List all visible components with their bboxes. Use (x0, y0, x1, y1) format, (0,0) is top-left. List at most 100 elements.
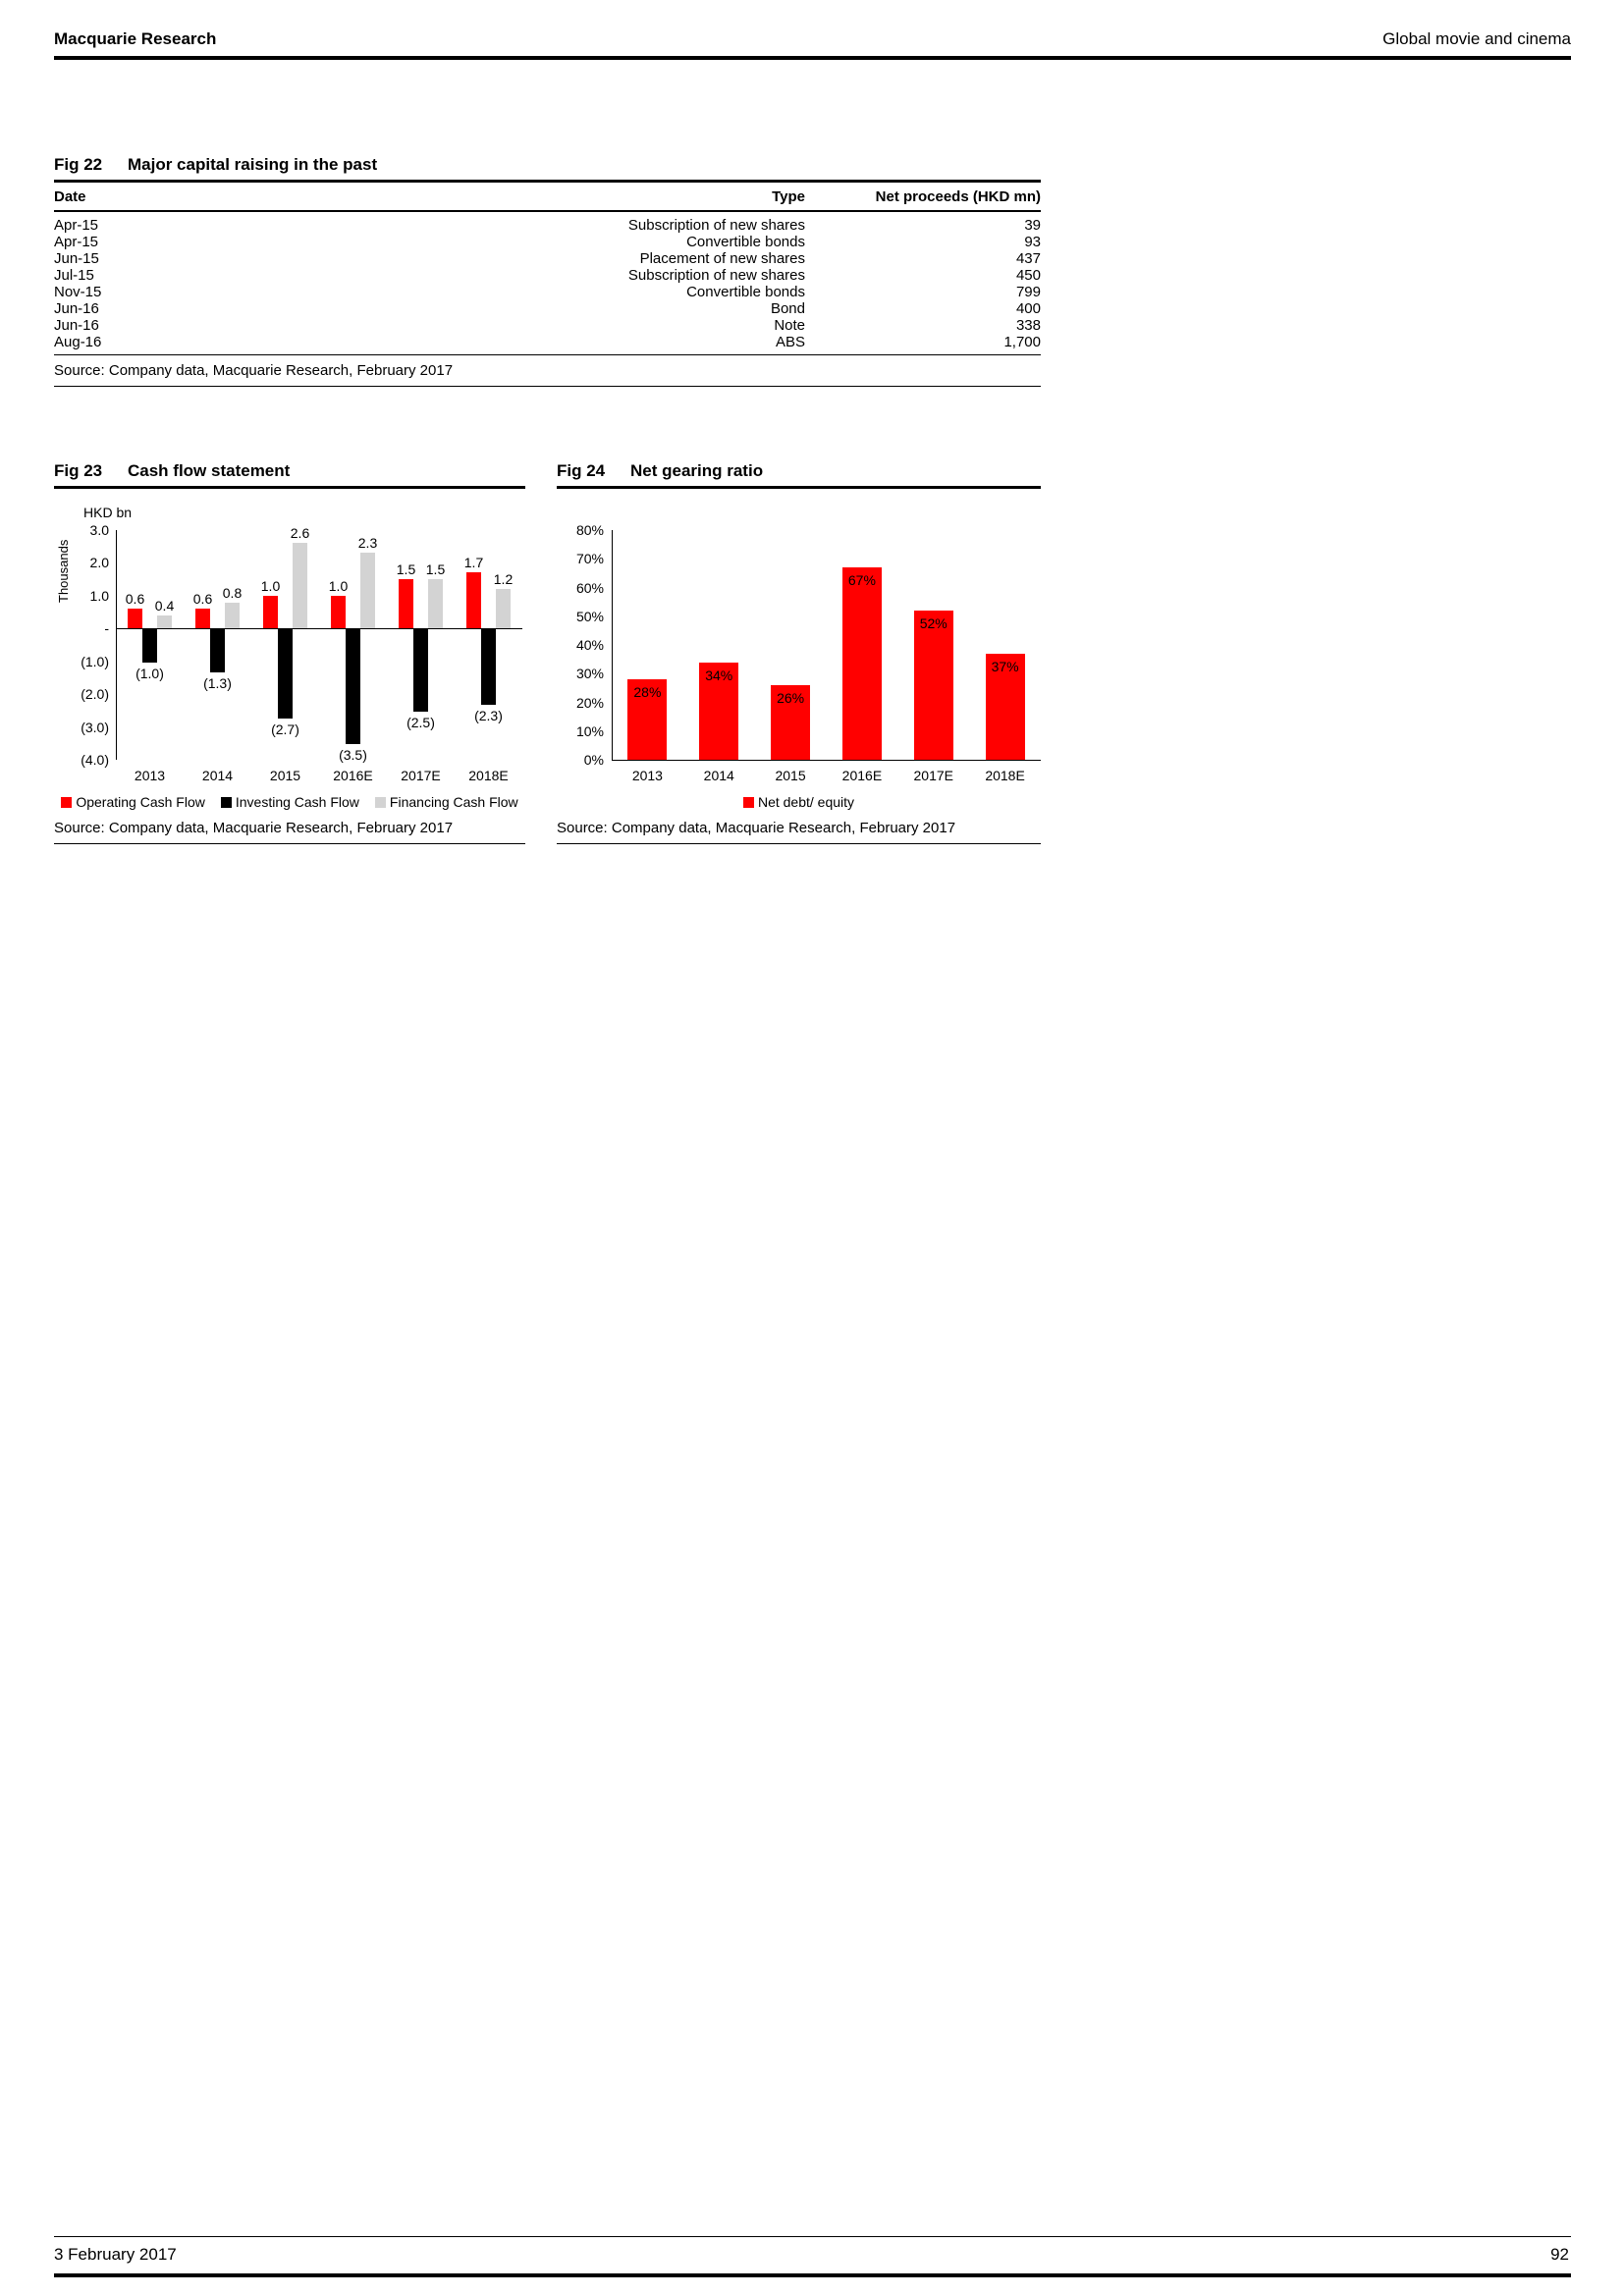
bar-value-label: 2.3 (357, 535, 378, 552)
col-header-date: Date (54, 183, 250, 212)
table-row: Jun-16 Note 338 (54, 317, 1041, 334)
fig23-source: Source: Company data, Macquarie Research… (54, 813, 525, 844)
bar-value-label: 37% (991, 658, 1019, 674)
table-row: Jun-16 Bond 400 (54, 300, 1041, 317)
cell-proceeds: 799 (1015, 284, 1041, 300)
cell-proceeds: 338 (1015, 317, 1041, 334)
bar-net-debt-equity (841, 567, 882, 760)
fig23-label: Fig 23 (54, 461, 103, 480)
bar-operating-cash-flow (128, 609, 142, 629)
legend-swatch (374, 796, 386, 808)
report-title: Global movie and cinema (1382, 29, 1571, 48)
x-category-label: 2013 (134, 768, 166, 783)
y-axis-unit-label: HKD bn (83, 505, 133, 520)
bar-value-label: 28% (633, 684, 662, 701)
x-category-label: 2013 (631, 768, 663, 783)
table-header-row: Date Type Net proceeds (HKD mn) (54, 183, 1041, 212)
bar-operating-cash-flow (331, 595, 346, 629)
page-footer: 3 February 2017 92 (54, 2236, 1571, 2277)
y-tick-label: (2.0) (81, 686, 109, 703)
table-row: Apr-15 Convertible bonds 93 (54, 234, 1041, 250)
cell-date: Jun-15 (54, 250, 99, 267)
x-category-label: 2015 (775, 768, 806, 783)
cell-type: Convertible bonds (686, 234, 805, 250)
footer-text-row: 3 February 2017 92 (54, 2236, 1571, 2273)
table-row: Apr-15 Subscription of new shares 39 (54, 211, 1041, 234)
col-header-proceeds: Net proceeds (HKD mn) (805, 183, 1041, 212)
bar-investing-cash-flow (481, 629, 496, 706)
legend-label: Operating Cash Flow (76, 794, 205, 810)
fig22-source: Source: Company data, Macquarie Research… (54, 355, 1041, 387)
fig24-source: Source: Company data, Macquarie Research… (557, 813, 1041, 844)
bar-value-label: 1.2 (493, 571, 514, 588)
y-tick-label: 1.0 (89, 587, 109, 604)
bar-value-label: 0.8 (222, 584, 243, 601)
y-tick-label: 30% (575, 666, 604, 682)
bar-value-label: 67% (847, 572, 876, 589)
x-category-label: 2017E (401, 768, 441, 783)
cell-proceeds: 39 (1024, 217, 1041, 234)
x-category-label: 2016E (841, 768, 883, 783)
zero-axis-line (116, 628, 522, 630)
cell-type: Bond (770, 300, 805, 317)
x-category-label: 2016E (333, 768, 373, 783)
legend-label: Financing Cash Flow (389, 794, 518, 810)
y-tick-label: 3.0 (89, 522, 109, 538)
bar-value-label: 1.0 (260, 577, 281, 594)
bar-value-label: 2.6 (290, 525, 310, 542)
legend-swatch (220, 796, 232, 808)
x-category-label: 2018E (468, 768, 509, 783)
cash-flow-legend: Operating Cash Flow Investing Cash Flow Fi… (54, 791, 525, 813)
legend-swatch (742, 796, 754, 808)
bar-financing-cash-flow (360, 553, 375, 629)
cell-type: Note (774, 317, 805, 334)
bar-investing-cash-flow (346, 629, 360, 745)
bar-net-debt-equity (985, 653, 1025, 760)
capital-raising-table: Date Type Net proceeds (HKD mn) Apr-15 Su… (54, 183, 1041, 355)
bar-investing-cash-flow (210, 629, 225, 672)
bar-net-debt-equity (699, 662, 739, 760)
fig24-label: Fig 24 (557, 461, 606, 480)
report-brand: Macquarie Research (54, 29, 217, 48)
y-tick-label: 40% (575, 637, 604, 653)
cell-date: Apr-15 (54, 217, 99, 234)
fig22-title-text: Major capital raising in the past (128, 155, 378, 174)
cell-date: Jun-16 (54, 317, 99, 334)
bar-operating-cash-flow (195, 609, 210, 629)
legend-item-operating-cash-flow: Operating Cash Flow (61, 794, 205, 810)
bar-financing-cash-flow (157, 614, 172, 629)
table-row: Jul-15 Subscription of new shares 450 (54, 267, 1041, 284)
bar-operating-cash-flow (466, 572, 481, 629)
x-axis-line (612, 760, 1041, 761)
bar-financing-cash-flow (428, 579, 443, 629)
bar-net-debt-equity (627, 679, 668, 760)
cell-type: ABS (775, 334, 805, 350)
table-row: Aug-16 ABS 1,700 (54, 334, 1041, 355)
legend-swatch (61, 796, 73, 808)
bar-value-label: 26% (777, 689, 805, 706)
y-tick-label: 10% (575, 722, 604, 739)
bar-value-label: 1.5 (425, 561, 446, 578)
cell-proceeds: 450 (1015, 267, 1041, 284)
legend-item-financing-cash-flow: Financing Cash Flow (374, 794, 518, 810)
y-tick-label: (1.0) (81, 653, 109, 669)
fig22-title: Fig 22 Major capital raising in the past (54, 155, 1041, 183)
page-header: Macquarie Research Global movie and cine… (54, 29, 1571, 60)
col-header-type: Type (250, 183, 805, 212)
bar-financing-cash-flow (496, 589, 511, 629)
cell-date: Jun-16 (54, 300, 99, 317)
bar-financing-cash-flow (225, 602, 240, 629)
bar-value-label: 1.5 (396, 561, 416, 578)
y-tick-label: 70% (575, 551, 604, 567)
bar-value-label: 0.4 (154, 597, 175, 614)
cell-proceeds: 437 (1015, 250, 1041, 267)
table-row: Jun-15 Placement of new shares 437 (54, 250, 1041, 267)
cell-type: Placement of new shares (639, 250, 805, 267)
bar-value-label: (1.0) (135, 665, 164, 681)
bar-value-label: 0.6 (125, 591, 145, 608)
legend-label: Investing Cash Flow (235, 794, 359, 810)
bar-value-label: (3.5) (339, 747, 367, 764)
bar-investing-cash-flow (142, 629, 157, 663)
bar-value-label: (1.3) (203, 674, 232, 691)
y-tick-label: 50% (575, 608, 604, 624)
